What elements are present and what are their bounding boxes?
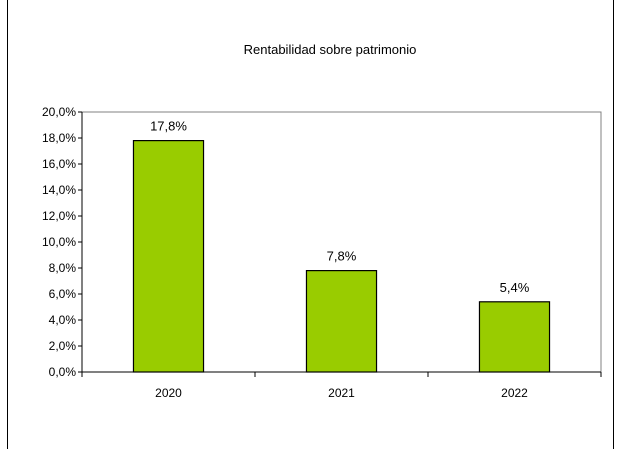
y-tick-label: 0,0% xyxy=(49,365,77,379)
data-labels: 17,8% 7,8% 5,4% xyxy=(150,119,530,295)
data-label: 7,8% xyxy=(327,249,357,264)
y-tick-label: 12,0% xyxy=(42,209,76,223)
bar-2020 xyxy=(132,140,205,373)
y-tick-label: 20,0% xyxy=(42,105,76,119)
x-axis: 2020 2021 2022 xyxy=(81,371,602,400)
y-tick-label: 10,0% xyxy=(42,235,76,249)
x-tick-label: 2022 xyxy=(501,386,528,400)
x-tick-label: 2020 xyxy=(155,386,182,400)
y-tick-label: 4,0% xyxy=(49,313,77,327)
y-axis: 0,0% 2,0% 4,0% 6,0% 8,0% 10,0% 12,0% 14,0% 16,0%… xyxy=(42,105,83,379)
chart-title: Rentabilidad sobre patrimonio xyxy=(244,42,417,57)
y-tick-label: 16,0% xyxy=(42,157,76,171)
bar-2021 xyxy=(305,270,378,373)
data-label: 5,4% xyxy=(500,280,530,295)
y-tick-label: 2,0% xyxy=(49,339,77,353)
data-label: 17,8% xyxy=(150,119,187,134)
bar-2022 xyxy=(478,301,551,373)
y-tick-label: 14,0% xyxy=(42,183,76,197)
y-tick-label: 6,0% xyxy=(49,287,77,301)
y-tick-label: 18,0% xyxy=(42,131,76,145)
bars xyxy=(132,140,551,373)
x-tick-label: 2021 xyxy=(328,386,355,400)
y-tick-label: 8,0% xyxy=(49,261,77,275)
